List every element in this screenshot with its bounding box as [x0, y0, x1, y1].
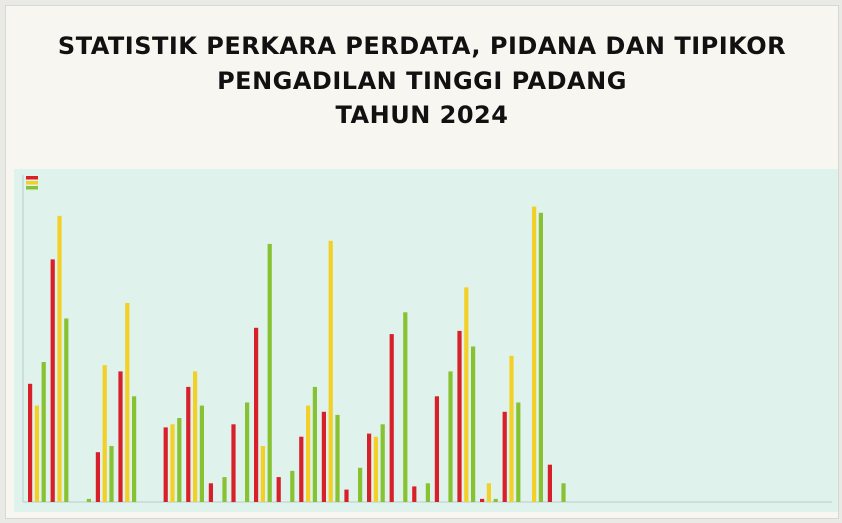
bar-series1-group5	[118, 371, 123, 502]
bar-series1-group22	[502, 411, 507, 502]
title-panel: STATISTIK PERKARA PERDATA, PIDANA DAN TI…	[6, 6, 838, 156]
bar-series1-group4	[95, 452, 100, 502]
bar-series3-group15	[358, 467, 363, 502]
bar-series3-group17	[403, 312, 408, 502]
bar-chart	[14, 169, 838, 512]
bars-group	[28, 206, 566, 503]
bar-series2-group1	[34, 405, 39, 502]
bar-series3-group22	[516, 402, 521, 502]
bar-series2-group7	[170, 424, 175, 503]
bar-series1-group13	[299, 436, 304, 502]
bar-series1-group20	[457, 330, 462, 502]
bar-series2-group8	[193, 371, 198, 502]
bar-series3-group4	[109, 446, 114, 502]
bar-series1-group10	[231, 424, 236, 503]
poster-board: STATISTIK PERKARA PERDATA, PIDANA DAN TI…	[6, 6, 838, 518]
bar-series3-group12	[290, 470, 295, 502]
bar-series3-group1	[41, 362, 46, 502]
bar-series1-group17	[389, 334, 394, 502]
legend-swatch-3	[26, 186, 38, 190]
title-line-1: STATISTIK PERKARA PERDATA, PIDANA DAN TI…	[57, 31, 787, 60]
bar-series2-group14	[328, 240, 333, 503]
bar-series3-group9	[222, 477, 227, 502]
legend-swatch-1	[26, 176, 38, 180]
bar-series1-group7	[163, 427, 168, 502]
bar-series2-group13	[306, 405, 311, 502]
bar-series3-group8	[199, 405, 204, 502]
bar-series1-group2	[50, 259, 55, 502]
bar-series3-group18	[425, 483, 430, 502]
bar-series2-group5	[125, 303, 130, 502]
bar-series2-group23	[532, 206, 537, 502]
bar-series2-group21	[486, 483, 491, 502]
bar-series3-group3	[86, 498, 91, 502]
bar-series2-group20	[464, 287, 469, 502]
bar-series2-group4	[102, 365, 107, 502]
bar-series3-group11	[267, 243, 272, 502]
bar-series1-group24	[547, 464, 552, 502]
bar-series1-group12	[276, 477, 281, 502]
bar-series1-group21	[480, 498, 485, 502]
bar-series2-group22	[509, 355, 514, 502]
bar-series1-group14	[321, 411, 326, 502]
bar-series3-group14	[335, 414, 340, 502]
bar-series1-group19	[434, 396, 439, 502]
bar-series3-group13	[312, 386, 317, 502]
bar-series1-group15	[344, 489, 349, 502]
bar-series3-group5	[132, 396, 137, 502]
bar-series3-group23	[538, 212, 543, 503]
title-line-2: PENGADILAN TINGGI PADANG	[217, 66, 627, 95]
bar-series3-group19	[448, 371, 453, 502]
bar-series3-group24	[561, 483, 566, 502]
legend-swatch-2	[26, 181, 38, 185]
plot-background	[14, 169, 838, 512]
bar-series2-group16	[373, 436, 378, 502]
bar-series3-group10	[245, 402, 250, 502]
legend	[26, 176, 38, 190]
bar-series3-group20	[471, 346, 476, 502]
bar-series3-group7	[177, 418, 182, 502]
bar-series1-group9	[208, 483, 213, 502]
bar-series3-group2	[64, 318, 69, 502]
chart-area	[6, 161, 838, 518]
bar-series1-group1	[28, 383, 33, 502]
bar-series1-group16	[367, 433, 372, 502]
bar-series2-group2	[57, 215, 62, 502]
bar-series1-group18	[412, 486, 417, 502]
bar-series2-group11	[260, 446, 265, 502]
bar-series3-group16	[380, 424, 385, 503]
bar-series1-group11	[254, 327, 259, 502]
bar-series1-group8	[186, 386, 191, 502]
title-line-3: TAHUN 2024	[335, 101, 509, 130]
bar-series3-group21	[493, 498, 498, 502]
